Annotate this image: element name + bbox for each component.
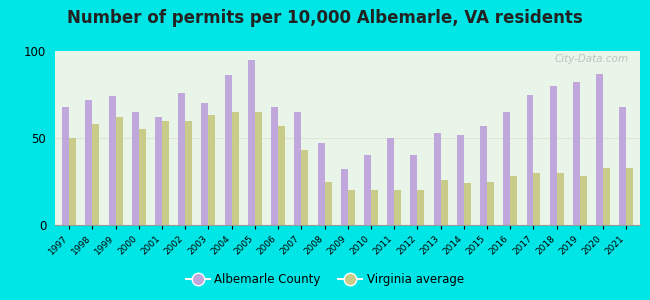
Bar (596, 74, 603, 225)
Bar (534, 173, 540, 225)
Bar (178, 93, 185, 225)
Bar (202, 103, 209, 225)
Bar (225, 75, 231, 225)
Bar (480, 126, 487, 225)
Bar (348, 190, 355, 225)
Bar (62, 107, 69, 225)
Bar (132, 112, 139, 225)
Bar (526, 94, 534, 225)
Bar (155, 117, 162, 225)
Bar (341, 169, 348, 225)
Bar (464, 183, 471, 225)
Bar (231, 112, 239, 225)
Bar (434, 133, 441, 225)
Bar (185, 121, 192, 225)
Bar (209, 116, 215, 225)
Bar (603, 168, 610, 225)
Bar (573, 82, 580, 225)
Bar (550, 86, 556, 225)
Text: City-Data.com: City-Data.com (554, 55, 629, 64)
Bar (248, 60, 255, 225)
Bar (503, 112, 510, 225)
Bar (394, 190, 401, 225)
Bar (255, 112, 262, 225)
Bar (410, 155, 417, 225)
Bar (139, 129, 146, 225)
Bar (441, 180, 448, 225)
Legend: Albemarle County, Virginia average: Albemarle County, Virginia average (181, 269, 469, 291)
Bar (294, 112, 302, 225)
Bar (302, 150, 308, 225)
Bar (271, 107, 278, 225)
Bar (278, 126, 285, 225)
Bar (371, 190, 378, 225)
Bar (162, 121, 169, 225)
Bar (92, 124, 99, 225)
Bar (457, 134, 464, 225)
Bar (116, 117, 123, 225)
Bar (387, 138, 394, 225)
Bar (364, 155, 371, 225)
Text: Number of permits per 10,000 Albemarle, VA residents: Number of permits per 10,000 Albemarle, … (67, 9, 583, 27)
Bar (487, 182, 494, 225)
Bar (109, 96, 116, 225)
Bar (85, 100, 92, 225)
Bar (417, 190, 424, 225)
Bar (580, 176, 587, 225)
Bar (619, 107, 627, 225)
Bar (510, 176, 517, 225)
Bar (69, 138, 76, 225)
Bar (556, 173, 564, 225)
Bar (627, 168, 633, 225)
Bar (318, 143, 324, 225)
Bar (324, 182, 332, 225)
